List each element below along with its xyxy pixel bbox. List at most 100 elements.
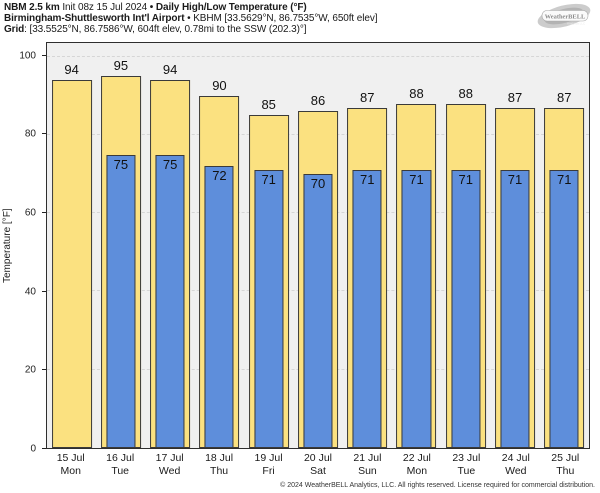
x-tick-label: 20 Jul Sat: [293, 452, 342, 478]
bar-group-15-jul: 94: [47, 43, 96, 448]
low-bar: 71: [500, 170, 530, 448]
low-value-label: 75: [162, 156, 178, 172]
plot-area: 94 75 95 75 94 72 90 71 85 70 86 71 87 71 88 71 88 71 87 71…: [46, 42, 590, 449]
bar-group-22-jul: 71 88: [392, 43, 441, 448]
x-tick-day: Thu: [556, 465, 575, 477]
x-tick-day: Thu: [210, 465, 229, 477]
x-tick-label: 25 Jul Thu: [541, 452, 590, 478]
y-tick-mark-0: [42, 448, 46, 449]
y-axis: 0 20 40 60 80 100: [0, 42, 46, 455]
x-tick-day: Wed: [505, 465, 527, 477]
y-tick-label-80: 80: [24, 128, 36, 140]
x-tick-day: Sun: [358, 465, 377, 477]
bar-group-17-jul: 75 94: [146, 43, 195, 448]
low-value-label: 72: [212, 168, 227, 184]
y-tick-mark-80: [42, 133, 46, 135]
low-value-label: 71: [409, 172, 424, 188]
chart-header: NBM 2.5 km Init 08z 15 Jul 2024 • Daily …: [4, 2, 378, 35]
y-tick-label-0: 0: [30, 443, 36, 455]
x-tick-day: Wed: [158, 465, 181, 477]
x-tick-day: Mon: [60, 465, 81, 477]
x-tick-day: Fri: [262, 465, 275, 477]
low-value-label: 70: [310, 176, 326, 192]
low-value-label: 71: [507, 172, 523, 188]
x-tick-date: 19 Jul: [254, 452, 283, 464]
low-value-label: 71: [458, 172, 473, 188]
low-bar: 72: [204, 166, 234, 448]
x-tick-date: 23 Jul: [452, 452, 481, 464]
grid-label: Grid: [4, 24, 25, 35]
bar-group-20-jul: 70 86: [293, 43, 342, 448]
chart-title: • Daily High/Low Temperature (°F): [149, 2, 307, 13]
x-tick-date: 20 Jul: [303, 452, 332, 464]
low-bar: 75: [155, 154, 185, 448]
x-tick-date: 22 Jul: [402, 452, 431, 464]
model-name: NBM 2.5 km: [4, 2, 60, 13]
x-tick-date: 21 Jul: [353, 452, 382, 464]
bar-group-18-jul: 72 90: [195, 43, 244, 448]
high-value-label: 90: [212, 77, 227, 93]
x-axis-labels: 15 Jul Mon 16 Jul Tue 17 Jul Wed 18 Jul Thu 19 J…: [46, 452, 590, 478]
x-tick-date: 17 Jul: [155, 452, 184, 464]
y-tick-label-60: 60: [24, 207, 36, 219]
x-tick-label: 22 Jul Mon: [392, 452, 441, 478]
x-tick-date: 25 Jul: [551, 452, 580, 464]
high-value-label: 87: [507, 89, 523, 105]
y-tick-mark-60: [42, 212, 46, 214]
x-tick-day: Mon: [406, 465, 428, 477]
y-tick-mark-100: [42, 54, 46, 56]
low-bar: 71: [352, 170, 382, 448]
station-coords: • KBHM [33.5629°N, 86.7535°W, 650ft elev…: [184, 13, 378, 24]
low-value-label: 71: [557, 172, 572, 188]
x-tick-label: 24 Jul Wed: [491, 452, 540, 478]
x-tick-label: 23 Jul Tue: [442, 452, 491, 478]
header-line-3: Grid: [33.5525°N, 86.7586°W, 604ft elev,…: [4, 24, 377, 35]
x-tick-label: 15 Jul Mon: [46, 452, 95, 478]
logo-sub-text: Analytics LLC: [567, 22, 586, 26]
header-line-2: Birmingham-Shuttlesworth Int'l Airport •…: [4, 13, 378, 24]
high-value-label: 94: [162, 62, 178, 78]
x-tick-label: 18 Jul Thu: [194, 452, 243, 478]
x-tick-day: Tue: [457, 465, 476, 477]
low-bar: 71: [549, 170, 579, 448]
bar-group-21-jul: 71 87: [343, 43, 392, 448]
low-value-label: 71: [359, 172, 375, 188]
x-tick-day: Tue: [111, 465, 130, 477]
x-tick-date: 18 Jul: [205, 452, 234, 464]
y-tick-label-20: 20: [24, 364, 36, 376]
low-bar: 71: [451, 170, 481, 448]
logo-banner: [541, 10, 589, 22]
x-tick-label: 19 Jul Fri: [244, 452, 293, 478]
gridline-100: [47, 55, 589, 57]
low-bar: 71: [401, 170, 432, 448]
x-tick-date: 16 Jul: [106, 452, 135, 464]
y-tick-mark-40: [42, 290, 46, 292]
bar-group-19-jul: 71 85: [244, 43, 293, 448]
high-value-label: 87: [557, 89, 572, 105]
bar-group-24-jul: 71 87: [490, 43, 539, 448]
high-bar: [51, 80, 92, 448]
x-tick-label: 17 Jul Wed: [145, 452, 194, 478]
copyright-notice: © 2024 WeatherBELL Analytics, LLC. All r…: [280, 482, 595, 489]
y-tick-label-40: 40: [24, 286, 36, 298]
bars: 94 75 95 75 94 72 90 71 85 70 86 71 87 71 88 71 88 71 87 71…: [47, 43, 589, 448]
high-value-label: 87: [359, 89, 375, 105]
high-value-label: 95: [113, 58, 129, 74]
x-tick-day: Sat: [310, 465, 326, 477]
logo-brand-text: WeatherBELL: [545, 13, 585, 20]
low-bar: 75: [106, 154, 136, 448]
low-bar: 70: [303, 174, 333, 448]
x-tick-label: 21 Jul Sun: [343, 452, 392, 478]
grid-coords: : [33.5525°N, 86.7586°W, 604ft elev, 0.7…: [24, 24, 307, 35]
high-value-label: 88: [409, 85, 424, 101]
weatherbell-logo: WeatherBELL Analytics LLC: [537, 3, 591, 29]
high-value-label: 85: [261, 97, 276, 113]
y-tick-mark-20: [42, 369, 46, 371]
init-time: Init 08z 15 Jul 2024: [59, 2, 150, 13]
low-value-label: 75: [113, 156, 129, 172]
x-tick-date: 15 Jul: [56, 452, 85, 464]
x-tick-date: 24 Jul: [501, 452, 530, 464]
bar-group-23-jul: 71 88: [441, 43, 490, 448]
station-name: Birmingham-Shuttlesworth Int'l Airport: [4, 13, 185, 24]
